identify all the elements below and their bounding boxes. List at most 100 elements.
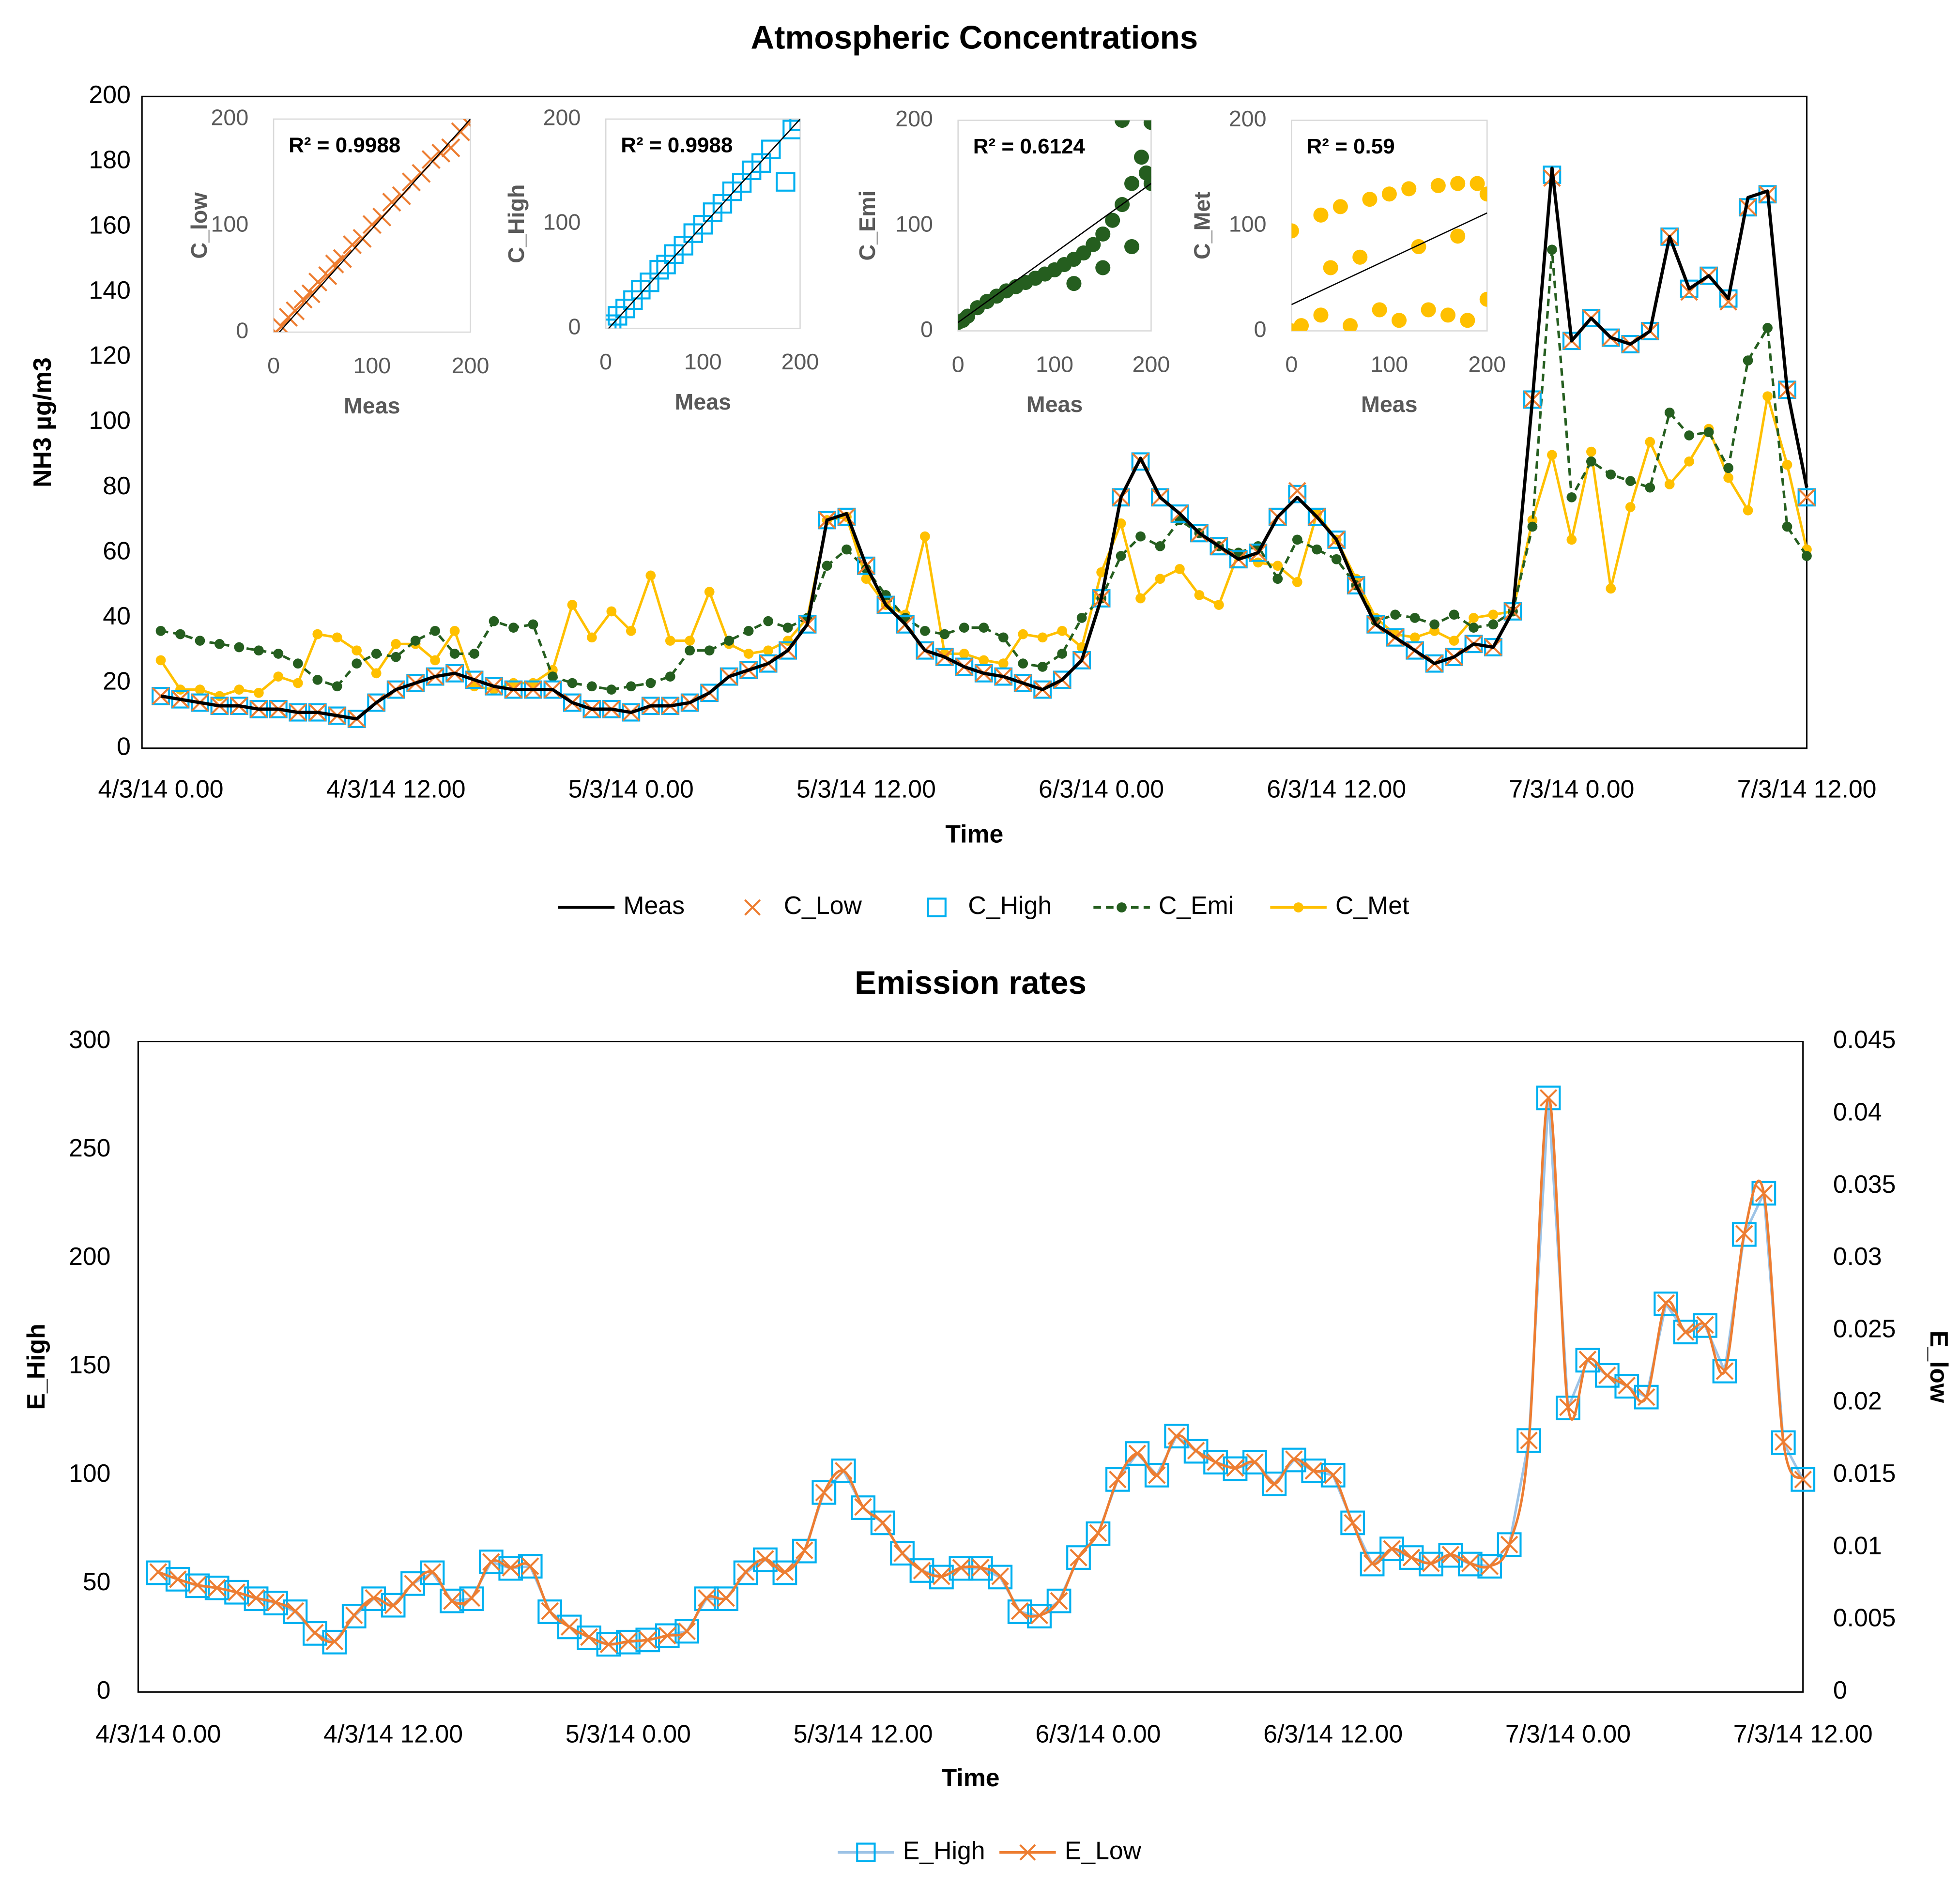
data-point (541, 1602, 559, 1620)
y2-tick-label: 0.025 (1833, 1314, 1896, 1342)
scatter-point (1291, 223, 1299, 239)
data-point (920, 625, 930, 636)
data-point (155, 655, 166, 666)
data-point (1105, 1467, 1130, 1492)
data-point (959, 623, 969, 633)
legend-marker (927, 897, 947, 917)
scatter-point (1313, 207, 1329, 223)
scatter-point (1095, 260, 1111, 275)
data-point (404, 1575, 422, 1593)
data-point (1327, 530, 1346, 549)
data-point (204, 1575, 230, 1600)
data-point (988, 1565, 1013, 1590)
data-point (528, 619, 538, 630)
r-squared: R² = 0.9988 (621, 134, 733, 157)
data-point (759, 654, 778, 673)
data-point (175, 629, 185, 639)
data-point (776, 1563, 794, 1581)
scatter-point (1124, 239, 1140, 255)
scatter-point (318, 266, 337, 286)
data-point (1203, 1450, 1228, 1475)
data-point (1288, 485, 1307, 503)
y-tick-label: 200 (69, 1242, 110, 1270)
data-point (146, 1560, 171, 1585)
data-point (1268, 507, 1287, 526)
data-point (1265, 1475, 1284, 1493)
data-point (430, 625, 440, 636)
data-point (1379, 1536, 1404, 1562)
x-tick-label: 4/3/14 12.00 (326, 775, 466, 803)
data-point (779, 641, 797, 660)
inset-x-tick-label: 200 (1133, 351, 1170, 377)
inset-y-tick-label: 0 (1254, 317, 1267, 342)
data-point (685, 645, 695, 656)
x-tick-label: 6/3/14 12.00 (1263, 1720, 1403, 1748)
data-point (214, 691, 225, 701)
data-point (406, 674, 425, 692)
data-point (195, 636, 205, 646)
data-point (1762, 391, 1773, 402)
x-axis-label: Time (945, 820, 1003, 848)
data-point (168, 1570, 187, 1588)
scatter-point (343, 235, 362, 255)
data-point (1660, 227, 1679, 246)
data-point (639, 1631, 657, 1649)
data-point (1606, 469, 1616, 480)
data-point (1246, 1453, 1264, 1471)
data-point (587, 632, 597, 643)
data-point (606, 684, 617, 695)
y-tick-label: 300 (69, 1025, 110, 1053)
data-point (763, 616, 773, 626)
data-point (1144, 1462, 1169, 1488)
data-point (292, 658, 303, 669)
x-tick-label: 5/3/14 0.00 (568, 775, 694, 803)
data-point (815, 1483, 833, 1502)
data-point (1363, 1554, 1381, 1572)
data-point (796, 1541, 813, 1559)
inset-y-axis-label: C_Emi (855, 191, 880, 261)
scatter-point (308, 273, 328, 292)
data-point (1566, 492, 1577, 502)
inset-y-tick-label: 200 (1229, 106, 1267, 131)
data-point (1331, 554, 1342, 564)
scatter-point (1124, 176, 1140, 191)
data-point (1366, 615, 1385, 634)
y-tick-label: 20 (103, 667, 131, 695)
scatter-point (1381, 186, 1397, 202)
scatter-point (459, 119, 471, 133)
data-point (410, 636, 421, 646)
data-point (1429, 619, 1439, 630)
data-point (224, 1580, 249, 1605)
data-point (1422, 1554, 1440, 1572)
data-point (478, 1550, 504, 1574)
x-tick-label: 5/3/14 12.00 (796, 775, 936, 803)
trendline (1291, 212, 1487, 305)
legend-marker (744, 899, 761, 916)
data-point (371, 668, 382, 679)
data-point (896, 615, 915, 634)
y2-tick-label: 0.035 (1833, 1170, 1896, 1198)
data-point (704, 587, 715, 597)
data-point (1461, 1554, 1479, 1572)
data-point (1242, 1450, 1267, 1475)
data-point (1018, 658, 1028, 669)
data-point (1582, 309, 1601, 328)
data-point (753, 1547, 778, 1572)
trendline (958, 182, 1151, 323)
data-point (1167, 1427, 1185, 1445)
scatter-point (1352, 249, 1368, 265)
y-tick-label: 0 (97, 1676, 111, 1704)
data-point (292, 678, 303, 688)
data-point (440, 1588, 464, 1613)
data-point (1053, 670, 1072, 689)
data-point (273, 649, 284, 659)
data-point (367, 693, 386, 712)
data-point (697, 1589, 716, 1607)
scatter-point (761, 139, 781, 159)
data-point (861, 574, 872, 584)
inset-x-tick-label: 200 (452, 353, 490, 378)
y-tick-label: 80 (103, 471, 131, 500)
data-point (733, 1560, 758, 1585)
data-point (1575, 1348, 1600, 1373)
